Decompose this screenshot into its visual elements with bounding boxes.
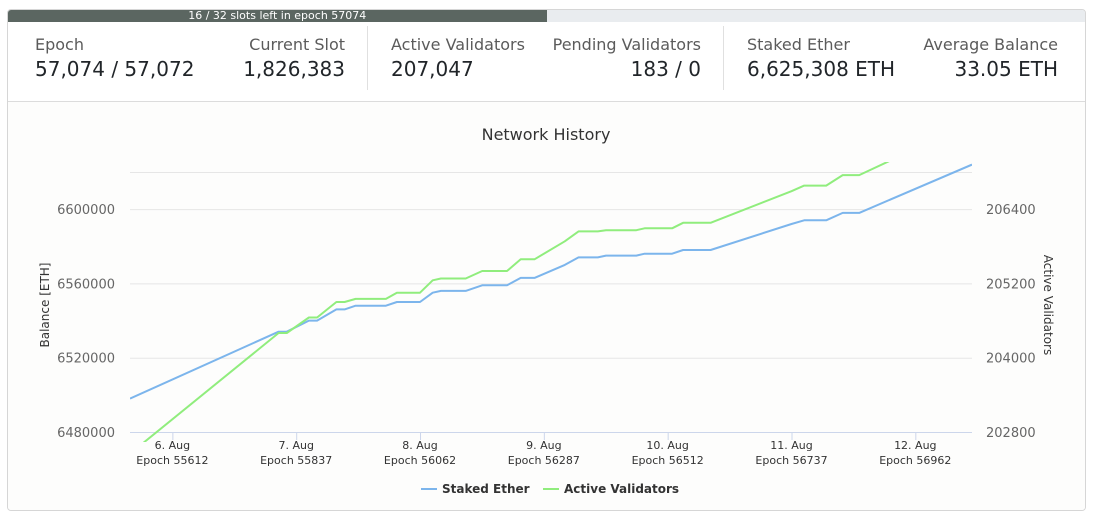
stat-average-balance-label: Average Balance: [923, 35, 1058, 54]
x-tick-label: Epoch 56062: [384, 454, 456, 467]
x-tick-label: Epoch 55837: [260, 454, 332, 467]
right-axis-title: Active Validators: [1041, 255, 1055, 355]
stat-epoch: Epoch 57,074 / 57,072: [35, 35, 194, 81]
x-tick-label: Epoch 56512: [632, 454, 704, 467]
stat-active-validators[interactable]: Active Validators 207,047: [391, 35, 525, 81]
right-tick-label: 206400: [986, 203, 1036, 218]
stat-staked-ether-value: 6,625,308 ETH: [747, 57, 896, 81]
legend-staked-ether[interactable]: Staked Ether: [421, 482, 530, 496]
chart-legend[interactable]: Staked Ether Active Validators: [421, 482, 679, 496]
x-tick-label: 11. Aug: [770, 439, 812, 452]
stat-divider: [723, 26, 724, 90]
stat-pending-validators-label: Pending Validators: [552, 35, 701, 54]
stat-pending-validators-value: 183 / 0: [630, 57, 701, 81]
stat-epoch-label: Epoch: [35, 35, 84, 54]
active-validators-line: [142, 162, 890, 442]
network-card: 16 / 32 slots left in epoch 57074 Epoch …: [7, 9, 1086, 511]
stat-staked-ether: Staked Ether 6,625,308 ETH: [747, 35, 895, 81]
epoch-progress-fill: 16 / 32 slots left in epoch 57074: [8, 10, 547, 22]
right-tick-label: 205200: [986, 277, 1036, 292]
x-tick-label: 6. Aug: [155, 439, 190, 452]
epoch-progress-bar: 16 / 32 slots left in epoch 57074: [8, 10, 1085, 22]
stat-staked-ether-label: Staked Ether: [747, 35, 850, 54]
left-tick-label: 6600000: [57, 203, 115, 218]
staked-ether-line: [130, 163, 972, 400]
x-tick-label: 8. Aug: [402, 439, 437, 452]
left-tick-label: 6520000: [57, 352, 115, 367]
x-tick-label: Epoch 55612: [136, 454, 208, 467]
legend-label: Staked Ether: [442, 482, 530, 496]
stat-current-slot-value: 1,826,383: [243, 57, 345, 81]
x-tick-label: 7. Aug: [278, 439, 313, 452]
network-history-chart: Network History Balance [ETH] Active Val…: [8, 102, 1085, 510]
chart-title: Network History: [482, 125, 611, 144]
right-tick-label: 204000: [986, 352, 1036, 367]
stat-epoch-value: 57,074 / 57,072: [35, 57, 195, 81]
stat-pending-validators[interactable]: Pending Validators 183 / 0: [553, 35, 701, 81]
stat-average-balance-value: 33.05 ETH: [954, 57, 1058, 81]
right-tick-label: 202800: [986, 426, 1036, 441]
chart-grid: [130, 172, 972, 433]
chart-series: [130, 162, 972, 442]
legend-label: Active Validators: [564, 482, 679, 496]
legend-active-validators[interactable]: Active Validators: [543, 482, 679, 496]
x-tick-label: 10. Aug: [646, 439, 688, 452]
x-tick-label: Epoch 56287: [508, 454, 580, 467]
x-tick-label: Epoch 56962: [879, 454, 951, 467]
chart-svg: Network History Balance [ETH] Active Val…: [38, 125, 1055, 496]
x-tick-label: 12. Aug: [894, 439, 936, 452]
stat-current-slot-label: Current Slot: [249, 35, 345, 54]
x-tick-label: 9. Aug: [526, 439, 561, 452]
stat-divider: [367, 26, 368, 90]
left-tick-label: 6480000: [57, 426, 115, 441]
stat-active-validators-value: 207,047: [391, 57, 474, 81]
left-tick-label: 6560000: [57, 277, 115, 292]
left-axis-title: Balance [ETH]: [38, 263, 52, 348]
x-tick-label: Epoch 56737: [755, 454, 827, 467]
stat-current-slot: Current Slot 1,826,383: [243, 35, 345, 81]
chart-axes: 6480000 6520000 6560000 6600000 202800 204000…: [57, 203, 1036, 467]
stat-active-validators-label: Active Validators: [391, 35, 525, 54]
epoch-progress-text: 16 / 32 slots left in epoch 57074: [188, 9, 367, 22]
stats-row: Epoch 57,074 / 57,072 Current Slot 1,826…: [8, 22, 1085, 102]
stat-average-balance: Average Balance 33.05 ETH: [923, 35, 1058, 81]
